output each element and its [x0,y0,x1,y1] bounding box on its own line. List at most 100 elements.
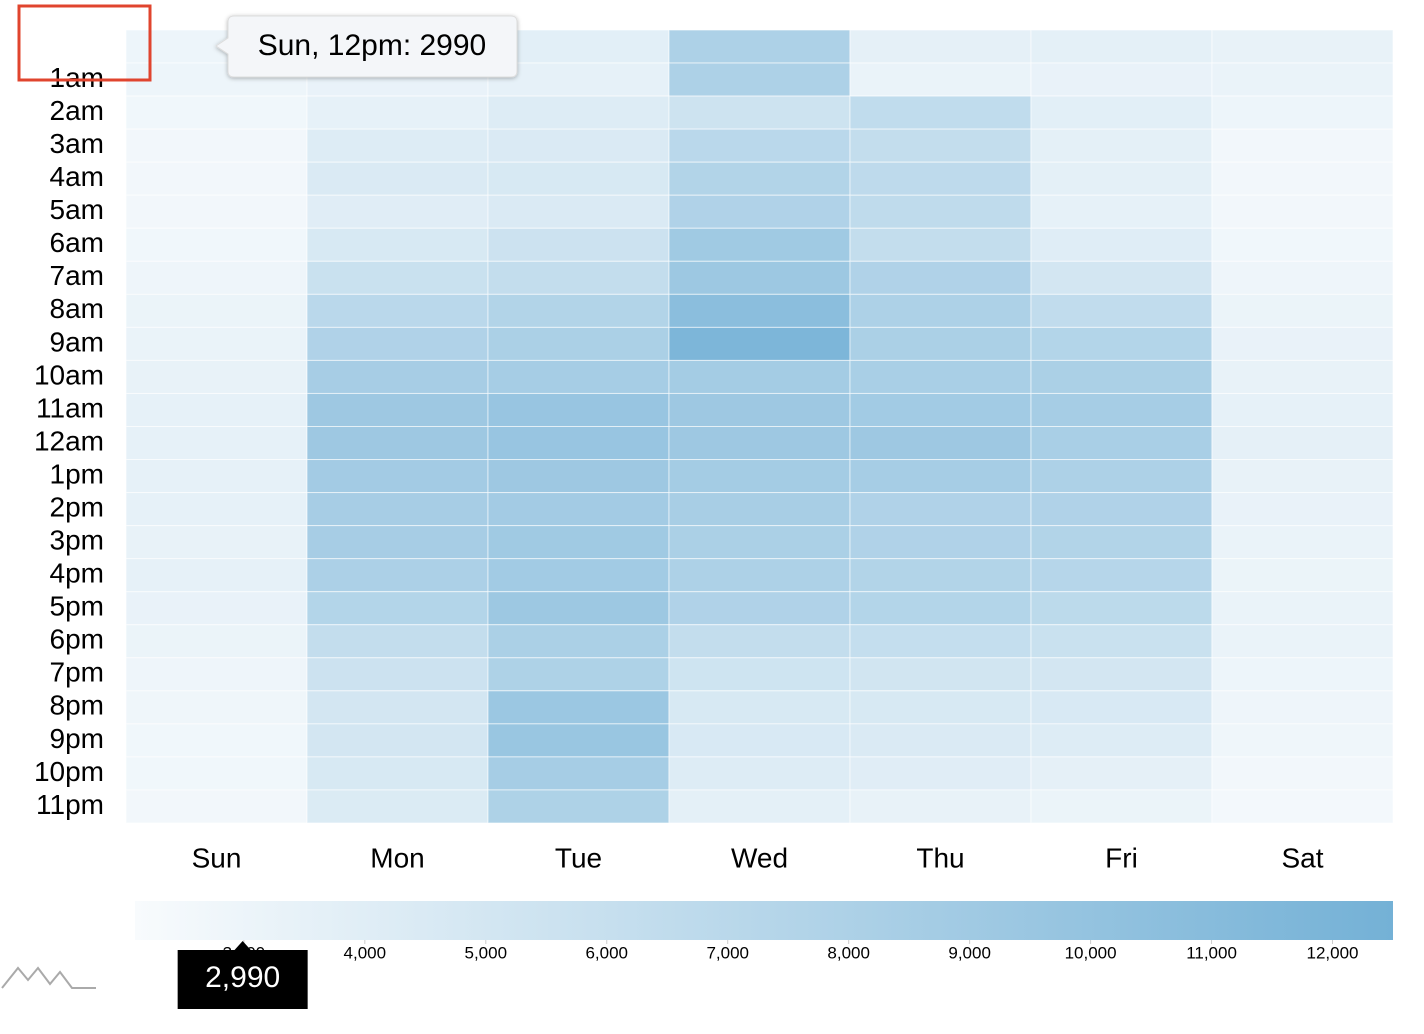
heat-cell [849,690,1032,725]
heat-cell [1030,260,1213,295]
heat-cell [487,558,670,593]
heat-cell [668,657,851,692]
heat-cell [125,260,308,295]
heat-cell [306,492,489,527]
heat-cell [668,459,851,494]
heat-cell [487,392,670,428]
heat-cell [1211,128,1394,163]
heat-cell [306,624,489,659]
heat-cell [306,293,489,328]
y-tick-label: 2pm [50,491,104,522]
heat-cell [1030,492,1213,527]
heat-cell [668,492,851,527]
heat-cell [487,359,670,394]
heat-cell [849,95,1032,130]
legend-tick-label: 8,000 [827,943,870,962]
legend-marker-arrow [233,941,252,951]
heat-cell [849,161,1032,196]
heat-cell [306,789,489,824]
heat-cell [125,657,308,692]
heat-cell [668,62,851,97]
heat-cell [306,723,489,758]
y-tick-label: 5am [50,194,104,225]
legend-tick-label: 7,000 [706,943,749,962]
x-tick-label: Tue [555,842,602,873]
legend-tick-label: 4,000 [344,943,387,962]
heat-cell [1211,558,1394,593]
heat-cell [306,326,489,361]
heat-cell [125,426,308,461]
heat-cell [1030,161,1213,196]
heat-cell [487,492,670,527]
heat-cell [668,359,851,394]
heat-cell [1211,260,1394,295]
heat-cell [487,624,670,659]
heat-cell [306,359,489,394]
heat-cell [125,558,308,593]
heat-cell [306,756,489,791]
heat-cell [125,326,308,361]
heat-cell [668,426,851,461]
x-tick-label: Sun [192,842,242,873]
heat-cell [125,591,308,626]
heat-cell [1030,690,1213,725]
y-tick-label: 9pm [50,723,104,754]
tooltip-text: Sun, 12pm: 2990 [258,29,487,62]
heat-cell [487,756,670,791]
heat-cell [1211,62,1394,97]
heat-cell [125,392,308,428]
heat-cell [849,558,1032,593]
heat-cell [1030,558,1213,593]
heat-cell [487,426,670,461]
heat-cell [849,194,1032,229]
heat-cell [125,492,308,527]
heat-cell [487,293,670,328]
heat-cell [849,723,1032,758]
heat-cell [487,260,670,295]
highlight-box [17,4,152,82]
heat-cell [487,128,670,163]
color-legend-bar [135,901,1393,940]
logo [1,966,96,989]
heat-cell [1030,624,1213,659]
heat-cell [849,359,1032,394]
legend-tick-label: 11,000 [1186,943,1237,962]
heat-cell [125,128,308,163]
heat-cell [487,29,670,64]
heat-cell [1030,525,1213,560]
heat-cell [849,29,1032,64]
heat-cell [1211,161,1394,196]
heat-cell [849,128,1032,163]
heat-cell [849,426,1032,461]
heat-cell [849,326,1032,361]
y-tick-label: 4am [50,161,104,192]
y-tick-label: 6am [50,227,104,258]
heat-cell [1030,723,1213,758]
y-tick-label: 1am [50,62,104,93]
heat-cell [1211,657,1394,692]
heat-cell [849,789,1032,824]
heat-cell [306,558,489,593]
y-tick-label: 7am [50,260,104,291]
y-tick-label: 7pm [50,657,104,688]
heat-cell [487,657,670,692]
y-tick-label: 11pm [36,789,104,820]
y-tick-label: 2am [50,95,104,126]
heat-cell [668,260,851,295]
heat-cell [125,624,308,659]
heat-cell [849,392,1032,428]
legend-marker-box [177,950,308,1009]
heat-cell [849,624,1032,659]
heat-cell [849,260,1032,295]
heat-cell [1030,293,1213,328]
heat-cell [668,194,851,229]
heat-cell [1211,459,1394,494]
tooltip-box [215,15,518,78]
heat-cell [1030,95,1213,130]
heat-cell [125,161,308,196]
heat-cell [1030,789,1213,824]
y-tick-label: 8am [50,293,104,324]
heat-cell [487,227,670,262]
heat-cell [1030,426,1213,461]
heat-cell [668,591,851,626]
